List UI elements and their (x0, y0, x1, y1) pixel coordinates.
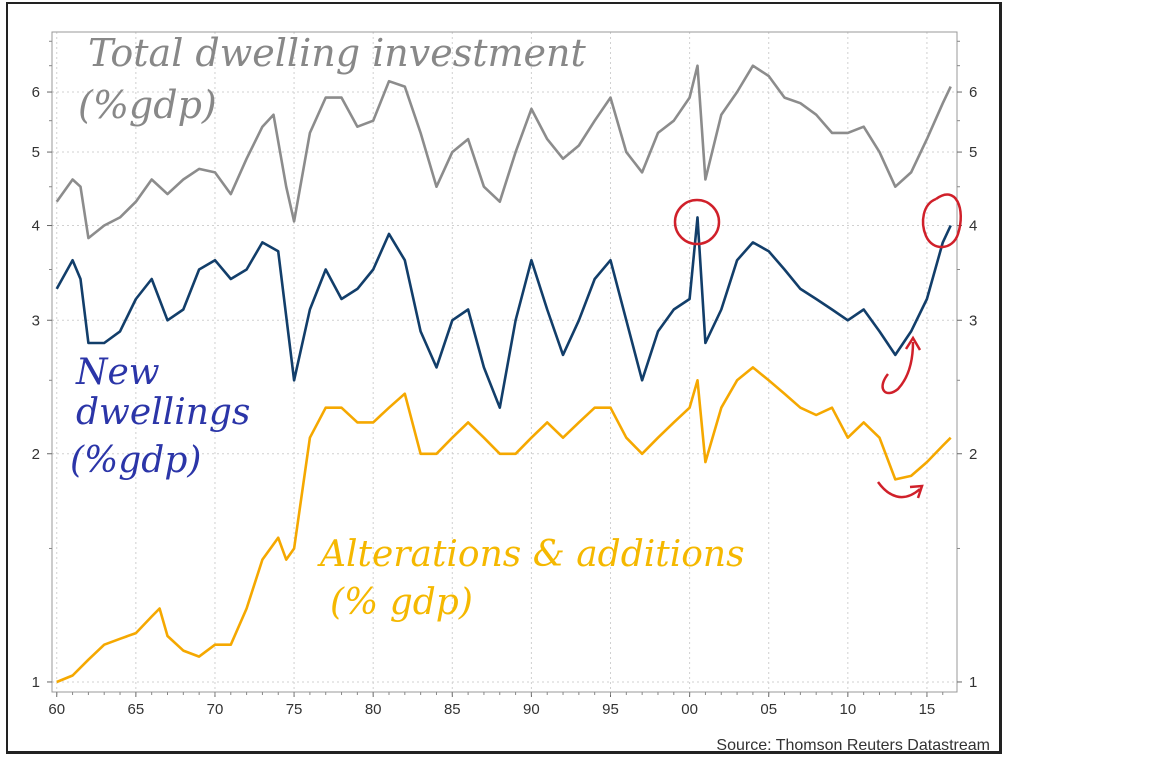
x-tick-label: 75 (286, 701, 303, 718)
new-dwellings-up-arrow (881, 341, 915, 395)
annotation-alterations-sub: (% gdp) (330, 582, 473, 623)
y-tick-label-left: 5 (32, 144, 40, 161)
y-tick-label-left: 2 (32, 446, 40, 463)
y-tick-label-right: 6 (969, 84, 977, 101)
annotation-total-title: Total dwelling investment (88, 31, 586, 75)
y-tick-label-right: 2 (969, 446, 977, 463)
alterations-arrowhead (909, 484, 924, 499)
peak-2000-circle (673, 198, 721, 246)
y-tick-label-left: 1 (32, 674, 40, 691)
x-tick-label: 95 (602, 701, 619, 718)
x-tick-label: 15 (919, 701, 936, 718)
series-line-total-dwelling (55, 64, 952, 240)
new-dwellings-arrowhead (904, 335, 922, 351)
grid (52, 32, 957, 692)
annotation-new-line1: New (75, 352, 160, 393)
chart-source: Source: Thomson Reuters Datastream (716, 737, 990, 754)
y-axis-left: 1 2 3 4 5 6 (32, 40, 52, 691)
x-tick-label: 85 (444, 701, 461, 718)
x-tick-label: 60 (48, 701, 65, 718)
annotation-new-line2: dwellings (76, 392, 250, 433)
series-line-new-dwellings (55, 216, 952, 409)
annotation-new-sub: (%gdp) (70, 440, 201, 481)
plot-area-border (51, 31, 958, 693)
x-tick-label: 70 (207, 701, 224, 718)
y-tick-label-right: 1 (969, 674, 977, 691)
x-axis: 60 65 70 75 80 85 90 95 00 05 10 15 (48, 692, 944, 718)
x-tick-label: 00 (681, 701, 698, 718)
x-tick-label: 05 (760, 701, 777, 718)
y-tick-label-left: 4 (32, 218, 40, 235)
peak-2016-circle (921, 193, 963, 249)
annotation-total-sub: (%gdp) (78, 83, 217, 127)
x-tick-label: 90 (523, 701, 540, 718)
series-lines (55, 64, 952, 684)
dwelling-investment-chart: 1 2 3 4 5 6 1 2 3 4 5 6 60 65 70 75 80 85 90 95 00 05 10 15 T… (32, 31, 990, 754)
chart-frame: 1 2 3 4 5 6 1 2 3 4 5 6 60 65 70 75 80 85 90 95 00 05 10 15 T… (6, 2, 1002, 754)
x-tick-label: 10 (839, 701, 856, 718)
y-tick-label-left: 3 (32, 312, 40, 329)
alterations-up-arrow (876, 481, 921, 499)
x-tick-label: 80 (365, 701, 382, 718)
y-tick-label-right: 4 (969, 218, 977, 235)
series-line-alterations (56, 366, 952, 684)
y-axis-right: 1 2 3 4 5 6 (957, 40, 977, 691)
y-tick-label-right: 3 (969, 312, 977, 329)
y-tick-label-right: 5 (969, 144, 977, 161)
x-tick-label: 65 (128, 701, 145, 718)
annotation-alterations-title: Alterations & additions (317, 534, 745, 575)
y-tick-label-left: 6 (32, 84, 40, 101)
